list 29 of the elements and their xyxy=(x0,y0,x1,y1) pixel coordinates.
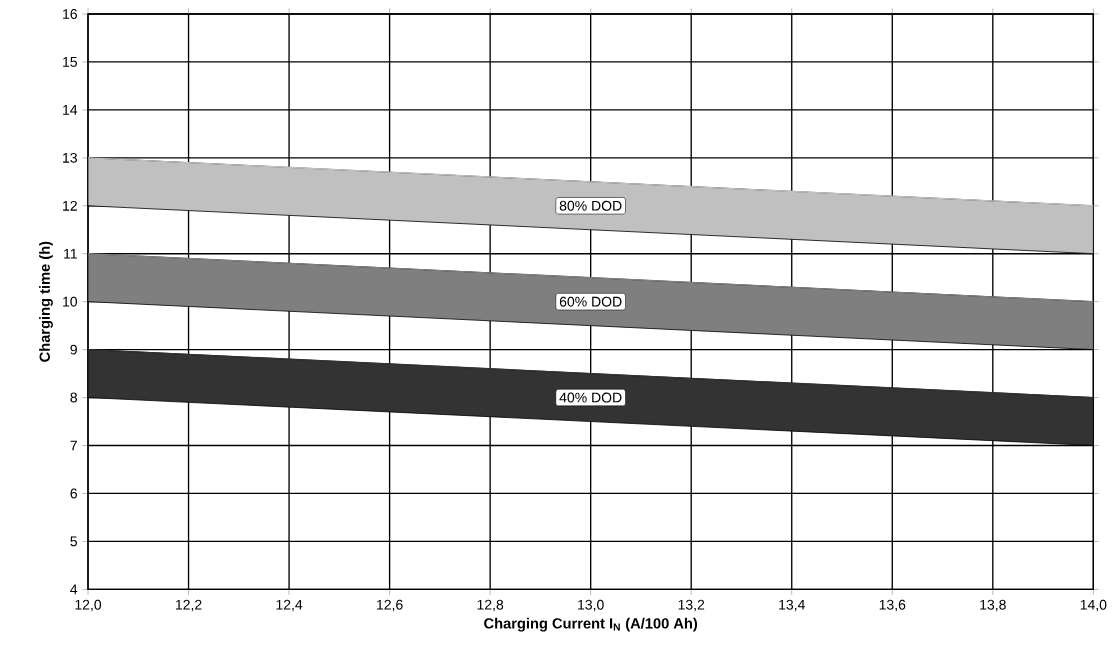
x-tick-label: 13,0 xyxy=(578,599,604,612)
y-tick-label: 8 xyxy=(70,392,77,403)
y-axis-title: Charging time (h) xyxy=(39,241,53,362)
y-tick-label: 9 xyxy=(70,344,77,355)
y-tick-label: 4 xyxy=(70,584,78,595)
x-tick-label: 12,0 xyxy=(75,599,102,612)
x-tick-label: 12,8 xyxy=(477,599,504,612)
x-tick-label: 12,6 xyxy=(377,599,403,612)
x-tick-label: 13,4 xyxy=(779,599,805,612)
x-tick-label: 13,8 xyxy=(980,599,1006,612)
series-label: 40% DOD xyxy=(559,392,622,403)
y-tick-label: 5 xyxy=(70,536,78,547)
x-tick-label: 13,6 xyxy=(879,599,906,612)
x-tick-label: 12,2 xyxy=(175,599,202,612)
series-label: 80% DOD xyxy=(559,200,622,211)
x-axis-title: Charging Current I$_{N}$ (A/100 Ah) xyxy=(484,617,698,632)
y-tick-label: 6 xyxy=(70,488,77,499)
y-tick-label: 15 xyxy=(63,57,78,67)
y-tick-label: 14 xyxy=(63,105,78,115)
x-tick-label: 12,4 xyxy=(276,599,303,612)
x-tick-label: 14,0 xyxy=(1080,599,1107,612)
y-tick-label: 13 xyxy=(63,152,77,163)
y-tick-label: 12 xyxy=(63,200,77,211)
x-tick-label: 13,2 xyxy=(678,599,705,612)
y-tick-label: 11 xyxy=(64,248,77,259)
y-tick-label: 7 xyxy=(70,440,77,451)
y-tick-label: 16 xyxy=(63,9,77,19)
y-tick-label: 10 xyxy=(63,296,78,307)
series-label: 60% DOD xyxy=(559,296,622,307)
